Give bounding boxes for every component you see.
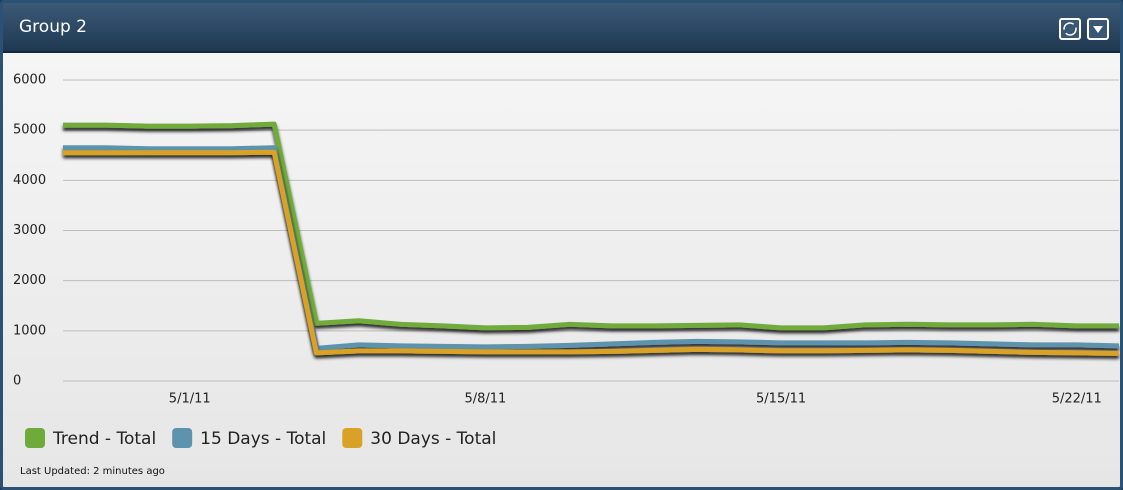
menu-button[interactable] [1087, 18, 1109, 40]
y-tick-label: 4000 [13, 173, 46, 188]
line [63, 121, 1119, 331]
x-tick-label: 5/8/11 [464, 392, 506, 407]
chart: 0 1000 2000 3000 4000 5000 6000 5/1/11 5/8/11 5/1… [13, 73, 1120, 449]
y-tick-label: 6000 [13, 73, 46, 88]
legend-swatch [342, 428, 363, 448]
y-tick-label: 2000 [13, 273, 46, 288]
line [63, 145, 1120, 351]
refresh-button[interactable] [1059, 18, 1081, 40]
widget-title: Group 2 [19, 17, 87, 37]
y-tick-label: 3000 [13, 223, 46, 238]
x-tick-label: 5/22/11 [1052, 392, 1102, 407]
legend-swatch [25, 428, 45, 448]
last-updated: Last Updated: 2 minutes ago [20, 466, 165, 477]
legend-label: 15 Days - Total [200, 429, 326, 449]
y-tick-label: 1000 [13, 323, 46, 338]
line [63, 149, 1120, 356]
y-tick-label: 5000 [13, 123, 46, 138]
y-tick-label: 0 [13, 374, 21, 389]
header: Group 2 [3, 3, 1120, 53]
x-tick-label: 5/1/11 [169, 392, 211, 407]
legend-label: Trend - Total [52, 429, 156, 449]
legend-label: 30 Days - Total [370, 429, 496, 449]
legend-swatch [172, 428, 193, 448]
x-tick-label: 5/15/11 [756, 392, 806, 407]
